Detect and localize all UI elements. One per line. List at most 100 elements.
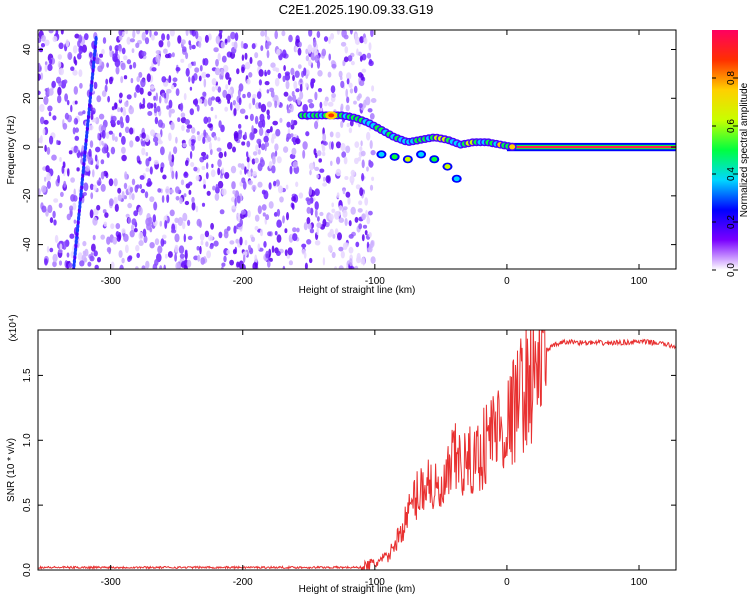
noise-speckle bbox=[330, 160, 333, 166]
streak-mark bbox=[94, 35, 98, 42]
noise-speckle bbox=[227, 142, 233, 150]
colorbar: 0.0 0.2 0.4 0.6 0.8 Normalized spectral ampl… bbox=[712, 30, 750, 277]
noise-speckle bbox=[195, 175, 200, 182]
noise-speckle bbox=[360, 150, 366, 157]
noise-speckle bbox=[175, 88, 180, 96]
noise-speckle bbox=[131, 193, 135, 201]
noise-speckle bbox=[240, 209, 246, 215]
noise-speckle bbox=[125, 244, 129, 254]
noise-speckle bbox=[89, 140, 94, 148]
noise-speckle bbox=[291, 196, 296, 202]
noise-speckle bbox=[193, 166, 198, 172]
noise-speckle bbox=[322, 133, 327, 142]
noise-speckle bbox=[118, 132, 122, 138]
noise-speckle bbox=[227, 35, 231, 43]
noise-speckle bbox=[290, 124, 295, 130]
noise-speckle bbox=[340, 106, 343, 113]
noise-speckle bbox=[302, 104, 309, 113]
noise-speckle bbox=[366, 166, 369, 172]
noise-speckle bbox=[258, 120, 264, 129]
noise-speckle bbox=[254, 115, 259, 125]
noise-speckle bbox=[92, 169, 95, 178]
noise-speckle bbox=[157, 140, 163, 145]
noise-speckle bbox=[101, 130, 106, 139]
noise-speckle bbox=[358, 200, 363, 206]
noise-speckle bbox=[175, 262, 180, 269]
spec-y-tick-label: 40 bbox=[22, 44, 33, 56]
noise-speckle bbox=[364, 230, 368, 236]
noise-speckle bbox=[63, 79, 68, 84]
noise-speckle bbox=[261, 189, 266, 195]
noise-speckle bbox=[121, 146, 126, 154]
noise-speckle bbox=[73, 219, 77, 224]
noise-speckle bbox=[129, 127, 134, 135]
noise-speckle bbox=[361, 53, 367, 61]
noise-speckle bbox=[60, 191, 64, 197]
noise-speckle bbox=[346, 96, 350, 104]
noise-speckle bbox=[191, 30, 196, 37]
noise-speckle bbox=[129, 186, 134, 193]
snr-x-tick-label: -300 bbox=[101, 577, 121, 588]
noise-speckle bbox=[164, 53, 170, 59]
noise-speckle bbox=[219, 209, 225, 215]
noise-speckle bbox=[94, 154, 98, 162]
noise-speckle bbox=[349, 175, 355, 184]
noise-speckle bbox=[266, 129, 271, 134]
noise-speckle bbox=[127, 202, 133, 209]
noise-speckle bbox=[106, 62, 109, 68]
noise-speckle bbox=[179, 197, 183, 205]
noise-speckle bbox=[214, 67, 221, 76]
noise-speckle bbox=[110, 119, 116, 125]
noise-speckle bbox=[251, 184, 257, 191]
noise-speckle bbox=[274, 100, 278, 109]
noise-speckle bbox=[210, 169, 216, 178]
noise-speckle bbox=[180, 179, 185, 186]
noise-speckle bbox=[155, 54, 161, 63]
noise-speckle bbox=[189, 86, 193, 91]
noise-speckle bbox=[172, 77, 178, 82]
noise-speckle bbox=[366, 131, 371, 141]
noise-speckle bbox=[318, 158, 323, 163]
noise-speckle bbox=[215, 183, 219, 192]
noise-speckle bbox=[138, 231, 144, 241]
noise-speckle bbox=[52, 35, 58, 43]
noise-speckle bbox=[215, 59, 219, 67]
noise-speckle bbox=[244, 52, 248, 60]
noise-speckle bbox=[53, 219, 57, 226]
noise-speckle bbox=[155, 50, 162, 55]
noise-speckle bbox=[221, 262, 226, 267]
noise-speckle bbox=[344, 176, 349, 180]
noise-speckle bbox=[276, 208, 281, 217]
noise-speckle bbox=[141, 51, 147, 57]
noise-speckle bbox=[84, 33, 89, 41]
noise-speckle bbox=[339, 75, 343, 81]
noise-speckle bbox=[148, 156, 152, 162]
noise-speckle bbox=[89, 183, 94, 190]
noise-speckle bbox=[255, 144, 259, 152]
noise-speckle bbox=[54, 234, 59, 244]
noise-speckle bbox=[319, 211, 324, 217]
noise-speckle bbox=[70, 66, 75, 71]
noise-speckle bbox=[323, 100, 328, 107]
noise-speckle bbox=[305, 82, 308, 88]
noise-speckle bbox=[41, 205, 47, 213]
noise-speckle bbox=[282, 215, 285, 224]
noise-speckle bbox=[164, 220, 168, 229]
noise-speckle bbox=[128, 106, 134, 115]
noise-speckle bbox=[144, 191, 149, 199]
noise-speckle bbox=[173, 146, 178, 154]
noise-speckle bbox=[296, 227, 300, 233]
noise-speckle bbox=[293, 80, 298, 90]
noise-speckle bbox=[74, 33, 80, 39]
noise-speckle bbox=[340, 251, 345, 259]
noise-speckle bbox=[217, 167, 221, 176]
noise-speckle bbox=[272, 120, 279, 126]
noise-speckle bbox=[114, 203, 119, 212]
noise-speckle bbox=[47, 204, 53, 214]
noise-speckle bbox=[239, 108, 246, 114]
noise-speckle bbox=[175, 67, 181, 72]
noise-speckle bbox=[48, 111, 52, 117]
noise-speckle bbox=[256, 91, 262, 99]
noise-speckle bbox=[297, 47, 302, 56]
noise-speckle bbox=[218, 151, 224, 159]
